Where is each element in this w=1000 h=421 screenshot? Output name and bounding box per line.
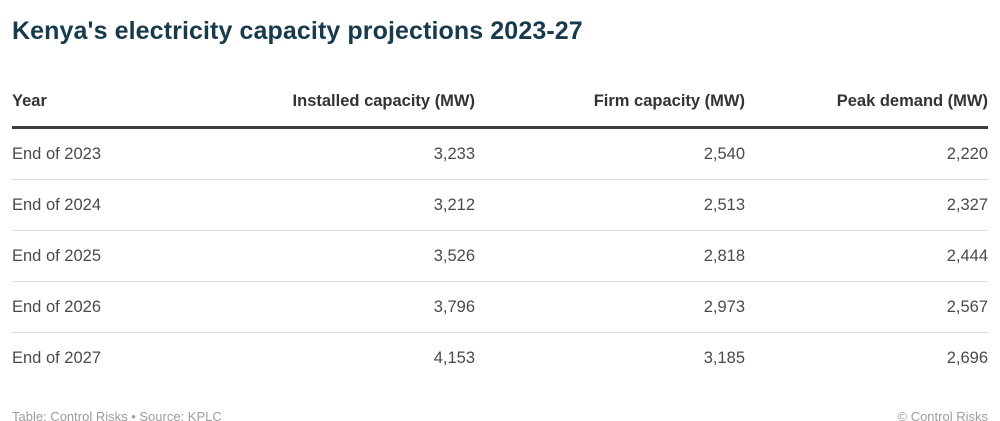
table-row: End of 2023 3,233 2,540 2,220 <box>12 128 988 180</box>
cell-firm: 2,973 <box>703 298 745 316</box>
cell-installed: 4,153 <box>433 349 475 367</box>
cell-installed: 3,212 <box>433 196 475 214</box>
cell-firm: 2,513 <box>703 196 745 214</box>
cell-installed: 3,796 <box>433 298 475 316</box>
column-header-installed-capacity: Installed capacity (MW) <box>202 92 475 129</box>
column-header-firm-capacity: Firm capacity (MW) <box>475 92 745 129</box>
cell-installed: 3,526 <box>433 247 475 265</box>
cell-year: End of 2027 <box>12 349 101 367</box>
cell-firm: 3,185 <box>703 349 745 367</box>
cell-year: End of 2024 <box>12 196 101 214</box>
table-row: End of 2024 3,212 2,513 2,327 <box>12 180 988 231</box>
cell-year: End of 2025 <box>12 247 101 265</box>
table-row: End of 2027 4,153 3,185 2,696 <box>12 333 988 384</box>
copyright-note: © Control Risks <box>897 409 989 421</box>
table-row: End of 2026 3,796 2,973 2,567 <box>12 282 988 333</box>
cell-year: End of 2026 <box>12 298 101 316</box>
cell-firm: 2,818 <box>703 247 745 265</box>
table-body: End of 2023 3,233 2,540 2,220 End of 202… <box>12 128 988 384</box>
cell-peak: 2,696 <box>946 349 988 367</box>
cell-year: End of 2023 <box>12 145 101 163</box>
cell-peak: 2,327 <box>946 196 988 214</box>
column-header-year: Year <box>12 92 202 129</box>
cell-peak: 2,567 <box>946 298 988 316</box>
table-footer: Table: Control Risks • Source: KPLC © Co… <box>12 409 988 421</box>
table-header: Year Installed capacity (MW) Firm capaci… <box>12 92 988 129</box>
page-title: Kenya's electricity capacity projections… <box>12 17 583 45</box>
cell-peak: 2,220 <box>946 145 988 163</box>
column-header-peak-demand: Peak demand (MW) <box>745 92 988 129</box>
cell-installed: 3,233 <box>433 145 475 163</box>
table-header-row: Year Installed capacity (MW) Firm capaci… <box>12 92 988 129</box>
source-note: Table: Control Risks • Source: KPLC <box>12 409 222 421</box>
cell-firm: 2,540 <box>703 145 745 163</box>
table-row: End of 2025 3,526 2,818 2,444 <box>12 231 988 282</box>
capacity-projections-table: Year Installed capacity (MW) Firm capaci… <box>12 92 988 383</box>
cell-peak: 2,444 <box>946 247 988 265</box>
